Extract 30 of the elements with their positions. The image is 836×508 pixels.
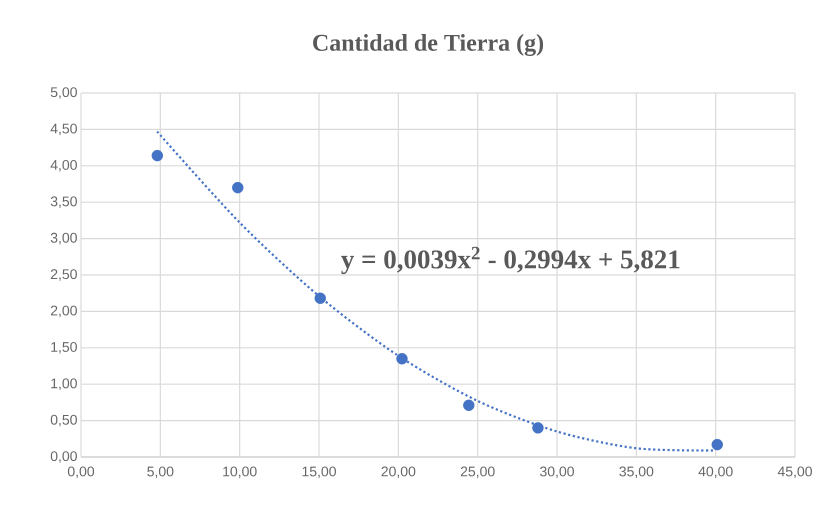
x-tick-label: 10,00 <box>223 466 257 478</box>
point <box>232 182 244 194</box>
x-tick-label: 25,00 <box>460 466 495 478</box>
x-tick-label: 35,00 <box>619 466 654 478</box>
chart-title: Cantidad de Tierra (g) <box>313 34 544 56</box>
point <box>712 438 723 450</box>
point <box>463 400 474 412</box>
y-tick-label: 1,50 <box>51 342 77 354</box>
x-tick-label: 15,00 <box>302 466 336 478</box>
y-tick-label: 2,00 <box>50 306 77 318</box>
y-tick-label: 1,00 <box>51 378 77 390</box>
x-tick-label: 5,00 <box>147 466 174 478</box>
y-tick-label: 0,50 <box>50 414 77 426</box>
x-tick-label: 40,00 <box>698 466 733 478</box>
x-tick-label: 0,00 <box>68 466 94 478</box>
y-tick-label: 2,50 <box>50 269 77 281</box>
y-tick-label: 4,00 <box>50 160 77 172</box>
annotation: y = 0,0039x$^{2}$ - 0,2994x + 5,821 <box>341 246 680 274</box>
x-tick-label: 30,00 <box>540 466 574 478</box>
y-tick-label: 5,00 <box>50 87 77 99</box>
y-tick-label: 4,50 <box>50 124 77 136</box>
point <box>314 292 326 304</box>
point <box>532 422 544 434</box>
y-tick-label: 3,50 <box>50 196 77 208</box>
point <box>396 353 408 364</box>
x-tick-label: 45,00 <box>778 466 812 478</box>
x-tick-label: 20,00 <box>382 466 416 478</box>
point <box>152 150 164 162</box>
y-tick-label: 0,00 <box>50 451 77 463</box>
y-tick-label: 3,00 <box>50 232 77 244</box>
